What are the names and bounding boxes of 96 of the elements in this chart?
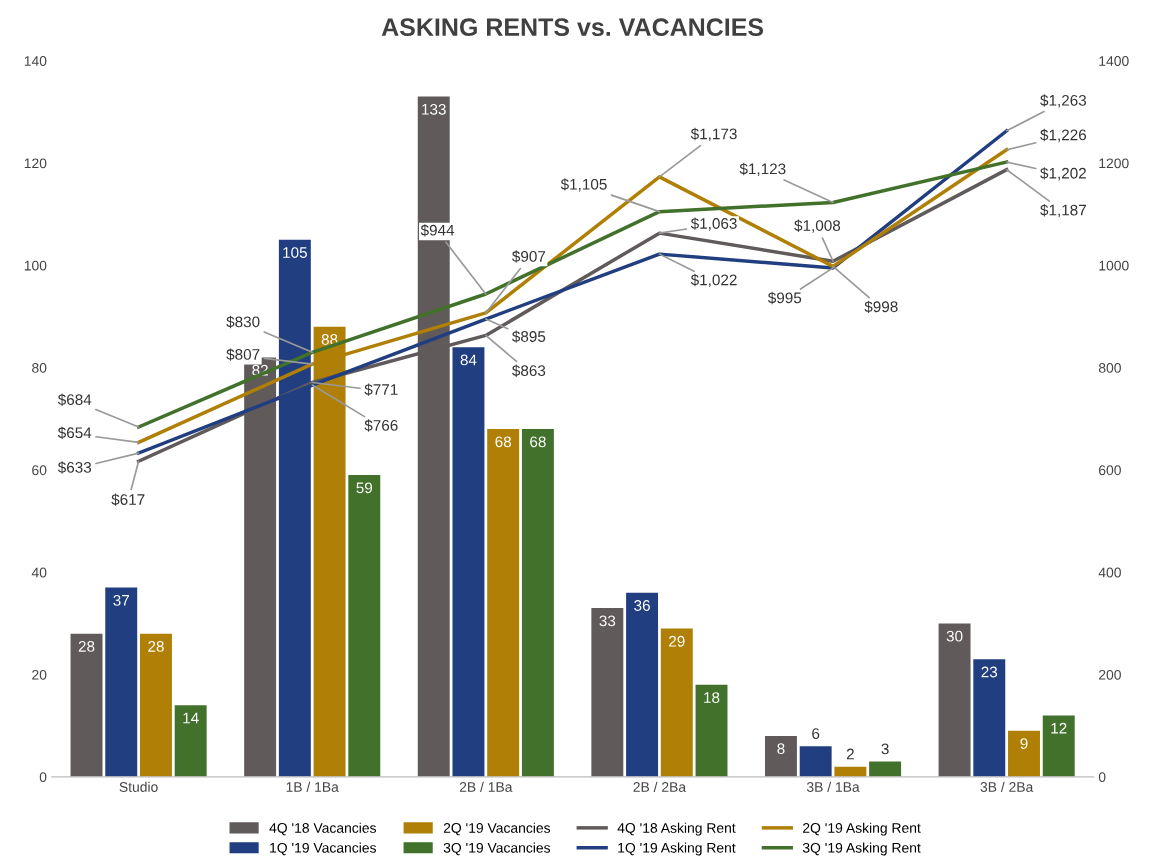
data-label: 28 [78, 640, 95, 652]
data-label: 14 [183, 712, 199, 724]
x-tick-label: 3B / 1Ba [806, 781, 860, 792]
y-tick-label: 100 [24, 260, 47, 271]
data-label: $771 [364, 383, 398, 396]
y2-tick-label: 800 [1098, 362, 1121, 373]
data-label: $617 [111, 493, 145, 506]
data-label: $907 [512, 250, 546, 263]
bar [1042, 715, 1075, 777]
data-label: $1,226 [1040, 128, 1087, 143]
bar [521, 429, 554, 777]
y-tick-label: 20 [32, 669, 47, 680]
legend-label: 1Q '19 Vacancies [270, 842, 376, 856]
data-label: $684 [57, 393, 92, 406]
data-label: 29 [669, 635, 685, 647]
bar [105, 587, 138, 777]
data-label: $766 [364, 419, 398, 432]
bar [139, 633, 172, 777]
bar [174, 705, 207, 777]
data-label: 23 [981, 666, 998, 678]
bar [70, 633, 103, 777]
x-tick-label: 2B / 1Ba [459, 781, 513, 792]
data-label: $807 [226, 348, 260, 361]
bar [973, 659, 1006, 777]
y-tick-label: 60 [32, 465, 47, 476]
data-label: 84 [460, 354, 477, 366]
y2-tick-label: 1400 [1099, 56, 1129, 66]
y-tick-label: 120 [24, 158, 47, 169]
x-tick-label: 2B / 2Ba [633, 781, 687, 792]
bar [799, 746, 832, 777]
bar [695, 684, 728, 777]
y2-tick-label: 0 [1098, 772, 1106, 783]
bar [660, 628, 693, 777]
y-tick-label: 140 [24, 56, 47, 66]
legend-label: 3Q '19 Vacancies [443, 842, 551, 856]
y-tick-label: 40 [31, 567, 47, 578]
legend-label: 4Q '18 Asking Rent [617, 822, 736, 836]
data-label: 12 [1051, 722, 1067, 734]
chart-title: ASKING RENTS vs. VACANCIES [381, 18, 764, 37]
bar [626, 592, 659, 777]
data-label: $1,105 [560, 178, 607, 192]
data-label: 59 [356, 482, 373, 494]
bar [591, 608, 624, 777]
data-label: 3 [881, 743, 889, 755]
legend-label: 3Q '19 Asking Rent [802, 842, 921, 856]
data-label: $633 [57, 461, 92, 474]
data-label: 105 [283, 247, 307, 258]
bar [348, 475, 381, 777]
bar [487, 429, 520, 777]
bar [452, 347, 485, 777]
data-label: $995 [767, 291, 802, 305]
y2-tick-label: 1000 [1099, 260, 1129, 271]
data-label: 30 [946, 630, 963, 642]
data-label: $1,008 [794, 219, 841, 233]
data-label: $1,173 [690, 127, 737, 142]
data-label: 68 [495, 436, 512, 448]
y2-tick-label: 200 [1099, 669, 1121, 680]
data-label: $998 [864, 300, 898, 314]
data-label: 33 [599, 615, 616, 627]
x-tick-label: 1B / 1Ba [286, 781, 339, 792]
legend-label: 1Q '19 Asking Rent [618, 842, 736, 856]
data-label: 36 [634, 600, 650, 611]
data-label: $1,187 [1040, 204, 1086, 218]
x-tick-label: 3B / 2Ba [980, 781, 1034, 792]
data-label: 133 [422, 103, 446, 115]
bar [764, 735, 797, 777]
data-label: $1,063 [690, 217, 737, 231]
data-label: $830 [226, 315, 260, 329]
data-label: $1,123 [739, 162, 786, 177]
y2-tick-label: 400 [1098, 567, 1121, 578]
data-label: 9 [1020, 738, 1028, 749]
bar [869, 761, 902, 777]
y-tick-label: 0 [39, 772, 47, 783]
bar [938, 623, 971, 777]
data-label: $1,202 [1040, 167, 1086, 181]
data-label: 8 [777, 743, 785, 755]
y2-tick-label: 600 [1099, 465, 1121, 476]
data-label: 18 [704, 692, 720, 703]
y-tick-label: 80 [32, 362, 47, 373]
data-label: 28 [148, 640, 164, 652]
data-label: $1,022 [690, 273, 737, 288]
data-label: 68 [530, 436, 546, 448]
data-label: $1,263 [1040, 94, 1087, 108]
data-label: $895 [512, 330, 546, 343]
y2-tick-label: 1200 [1099, 158, 1129, 169]
legend-label: 2Q '19 Asking Rent [803, 822, 921, 836]
data-label: $654 [57, 426, 92, 440]
legend-label: 4Q '18 Vacancies [269, 822, 376, 836]
data-label: 6 [812, 728, 820, 739]
data-label: 2 [846, 748, 854, 760]
data-label: 37 [113, 594, 129, 606]
data-label: $863 [512, 364, 546, 377]
legend-label: 2Q '19 Vacancies [443, 822, 551, 836]
data-label: $944 [420, 224, 455, 237]
x-tick-label: Studio [119, 781, 158, 792]
bar [1008, 730, 1040, 777]
